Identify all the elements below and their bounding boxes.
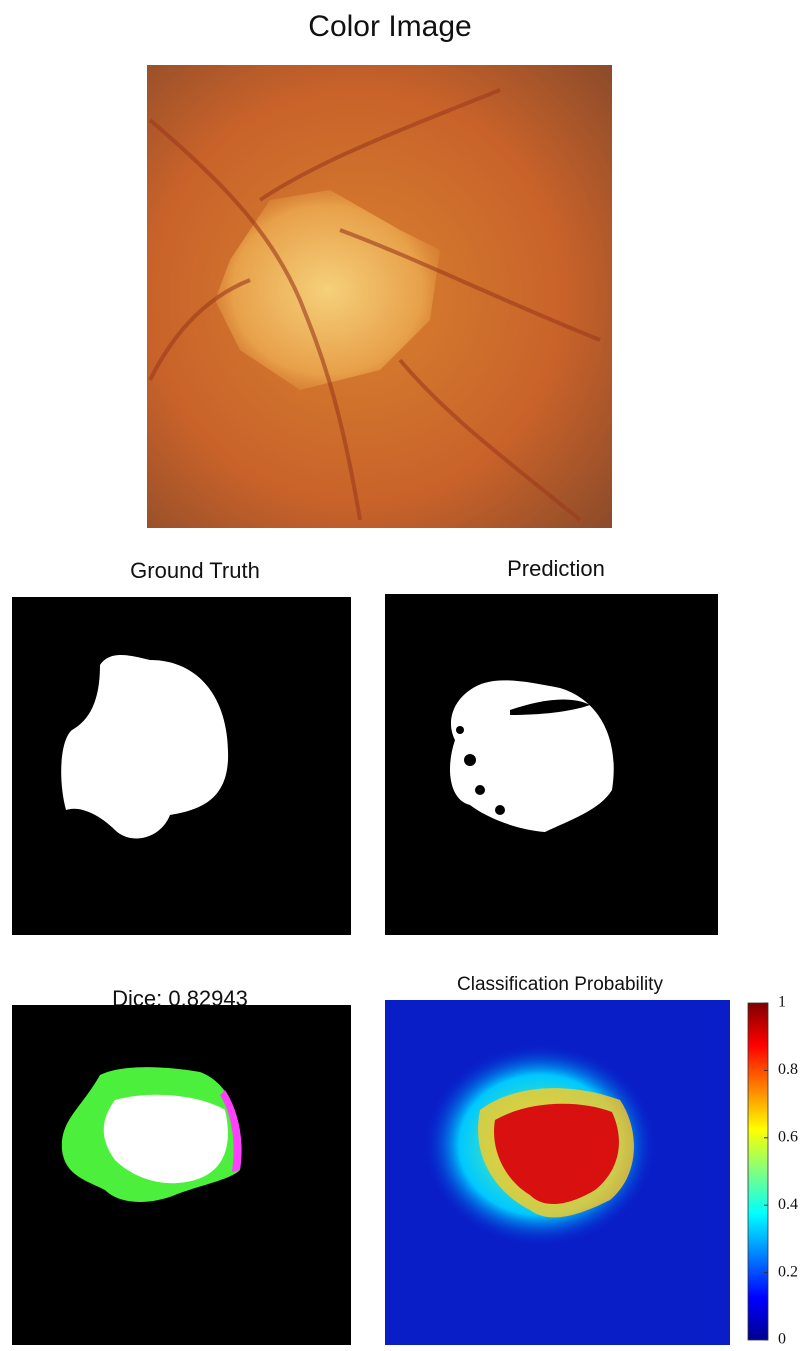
panel-title: Classification Probability — [457, 974, 663, 995]
color-image — [147, 65, 612, 528]
dice-overlay-image — [12, 1005, 351, 1345]
prediction-image — [385, 594, 718, 935]
colorbar-tick-label: 0.2 — [778, 1263, 798, 1280]
panel-title: Prediction — [507, 556, 605, 581]
colorbar-tick-label: 0.4 — [778, 1196, 798, 1213]
probability-image — [385, 1000, 730, 1345]
panel-title: Ground Truth — [130, 558, 260, 583]
colorbar-tick-label: 0.8 — [778, 1061, 798, 1078]
ground-truth-image — [12, 597, 351, 935]
figure-title: Color Image — [308, 10, 471, 43]
colorbar-tick-label: 0 — [778, 1331, 786, 1348]
colorbar-tick-label: 0.6 — [778, 1128, 798, 1145]
colorbar-tick-label: 1 — [778, 994, 786, 1011]
figure: Color Image Ground Truth Prediction Dice… — [0, 0, 811, 1351]
colorbar — [748, 1003, 768, 1340]
